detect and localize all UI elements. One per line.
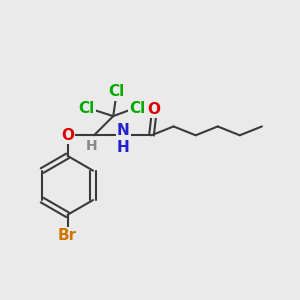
Text: O: O [61,128,74,143]
Text: N
H: N H [117,123,130,155]
Text: Cl: Cl [108,85,124,100]
Text: O: O [147,102,160,117]
Text: Cl: Cl [79,101,95,116]
Text: Br: Br [58,228,77,243]
Text: H: H [86,140,98,154]
Text: Cl: Cl [129,101,146,116]
